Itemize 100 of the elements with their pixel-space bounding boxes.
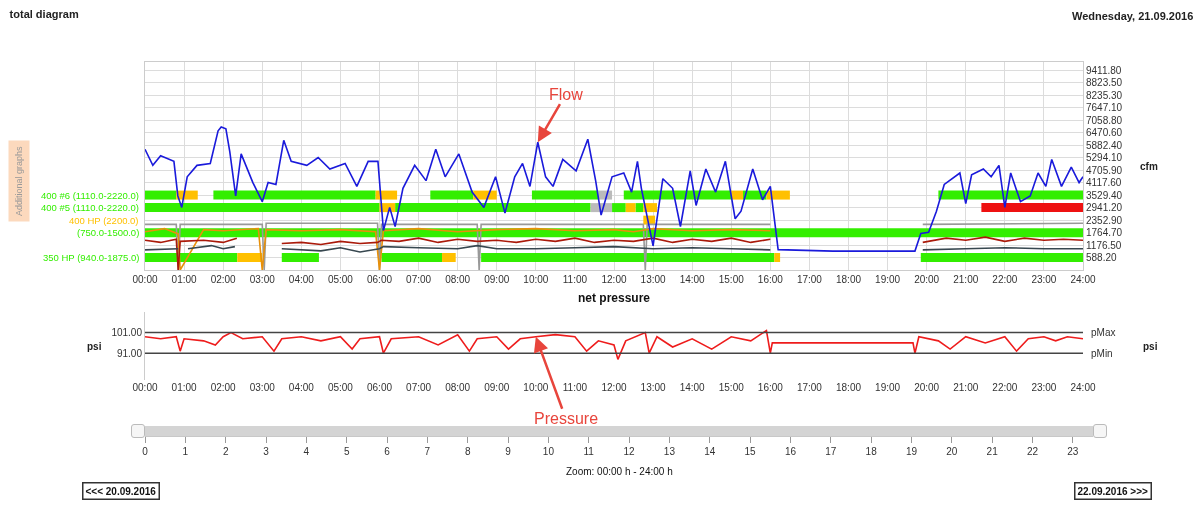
x-tick-label: 06:00 [366, 274, 393, 285]
text: Additional graphs [14, 145, 24, 216]
text: 22.09.2016 >>> [1077, 485, 1149, 497]
x-tick-label: 01:00 [171, 274, 198, 285]
line-series [145, 329, 1083, 361]
x-tick-label: 05:00 [327, 274, 354, 285]
x-tick-label: 21:00 [953, 382, 979, 393]
x-tick-label: 18:00 [835, 382, 862, 393]
x-tick-label: 23:00 [1031, 382, 1057, 393]
line-series [280, 237, 772, 246]
x-tick-label: 00:00 [132, 382, 158, 393]
annotation: Pressure [534, 410, 599, 427]
y-tick-label: 4117.60 [1086, 177, 1122, 189]
x-tick-label: 21 [986, 446, 999, 457]
x-tick-label: 19 [905, 446, 918, 457]
x-tick-label: 11 [583, 446, 595, 457]
annotation: Flow [549, 86, 584, 103]
x-tick-label: 15:00 [718, 274, 745, 285]
y-tick-label: 7647.10 [1086, 102, 1123, 114]
x-tick-label: 14:00 [679, 274, 706, 285]
x-tick-label: 4 [303, 446, 310, 457]
chart-title: net pressure [577, 291, 651, 306]
x-tick-label: 13:00 [640, 274, 667, 285]
x-tick-label: 21:00 [953, 274, 979, 285]
text: 400 HP (2200.0) [69, 215, 139, 226]
x-tick-label: 20:00 [914, 382, 940, 393]
x-tick-label: 6 [384, 446, 391, 457]
x-tick-label: 15:00 [718, 382, 745, 393]
y-tick-label: 2352.90 [1086, 214, 1123, 226]
x-tick-label: 03:00 [249, 274, 276, 285]
y-tick-label: 1176.50 [1086, 239, 1122, 251]
y-tick-label: 7058.80 [1086, 114, 1123, 126]
y-tick-label: 3529.40 [1086, 189, 1123, 201]
y-tick-label: 4705.90 [1086, 164, 1123, 176]
x-tick-label: 9 [505, 446, 512, 457]
x-tick-label: 11:00 [562, 274, 588, 285]
x-tick-label: 03:00 [249, 382, 276, 393]
x-tick-label: 22:00 [992, 382, 1018, 393]
series-label: 400 #5 (1110.0-2220.0) [41, 202, 139, 213]
x-tick-label: 07:00 [406, 382, 432, 393]
y-tick-label: 101.00 [111, 327, 143, 339]
x-tick-label: 02:00 [210, 382, 237, 393]
y-axis-title: psi [87, 341, 102, 352]
x-tick-label: 22 [1026, 446, 1039, 457]
text: <<< 20.09.2016 [85, 485, 157, 497]
x-tick-label: 11:00 [562, 382, 588, 393]
x-tick-label: 02:00 [210, 274, 237, 285]
y-tick-label: 588.20 [1086, 252, 1118, 264]
x-tick-label: 12 [623, 446, 636, 457]
x-tick-label: 12:00 [601, 382, 627, 393]
line-series [145, 126, 1083, 252]
y-tick-label: 2941.20 [1086, 202, 1123, 214]
line-series [280, 244, 772, 253]
x-tick-label: 04:00 [288, 274, 315, 285]
x-tick-label: 19:00 [875, 274, 901, 285]
x-tick-label: 09:00 [484, 382, 510, 393]
y-tick-label: 1764.70 [1086, 227, 1123, 239]
x-tick-label: 18:00 [835, 274, 862, 285]
x-tick-label: 14 [704, 446, 716, 457]
x-tick-label: 14:00 [679, 382, 706, 393]
x-tick-label: 19:00 [875, 382, 901, 393]
x-tick-label: 15 [744, 446, 757, 457]
x-tick-label: 07:00 [406, 274, 432, 285]
x-tick-label: 20:00 [914, 274, 940, 285]
x-tick-label: 17:00 [796, 382, 823, 393]
ref-line-label: pMax [1091, 327, 1116, 338]
x-tick-label: 22:00 [992, 274, 1018, 285]
x-tick-label: 09:00 [484, 274, 510, 285]
x-tick-label: 08:00 [445, 274, 471, 285]
x-tick-label: 20 [946, 446, 958, 457]
text: Wednesday, 21.09.2016 [1072, 10, 1194, 22]
x-tick-label: 01:00 [171, 382, 198, 393]
y-tick-label: 8235.30 [1086, 89, 1123, 101]
x-tick-label: 24:00 [1070, 382, 1096, 393]
y-tick-label: 5294.10 [1086, 152, 1123, 164]
x-tick-label: 24:00 [1070, 274, 1096, 285]
x-tick-label: 13:00 [640, 382, 667, 393]
y-tick-label: 5882.40 [1086, 139, 1123, 151]
x-tick-label: 7 [424, 446, 431, 457]
y-tick-label: 9411.80 [1086, 64, 1122, 76]
text: Zoom: 00:00 h - 24:00 h [566, 466, 673, 477]
x-tick-label: 16 [784, 446, 797, 457]
x-tick-label: 12:00 [601, 274, 627, 285]
ref-line-label: pMin [1091, 348, 1113, 359]
x-tick-label: 18 [865, 446, 878, 457]
x-tick-label: 10 [542, 446, 555, 457]
x-tick-label: 23 [1067, 446, 1079, 457]
x-tick-label: 10:00 [523, 274, 549, 285]
x-tick-label: 13 [663, 446, 676, 457]
x-tick-label: 3 [263, 446, 270, 457]
y-tick-label: 91.00 [116, 347, 143, 359]
y-axis-title: cfm [1140, 161, 1158, 172]
x-tick-label: 5 [343, 446, 350, 457]
x-tick-label: 17:00 [796, 274, 823, 285]
x-tick-label: 05:00 [327, 382, 354, 393]
x-tick-label: 00:00 [132, 274, 158, 285]
x-tick-label: 10:00 [523, 382, 549, 393]
x-tick-label: 8 [464, 446, 471, 457]
text: total diagram [9, 7, 79, 20]
x-tick-label: 2 [222, 446, 229, 457]
